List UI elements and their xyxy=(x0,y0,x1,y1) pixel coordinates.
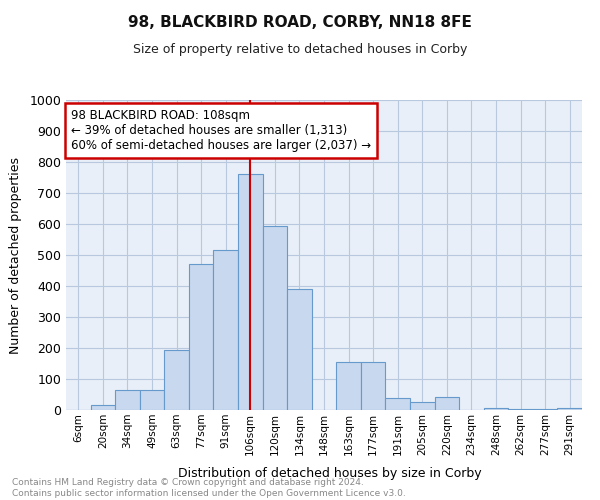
Bar xyxy=(91,406,115,410)
Bar xyxy=(410,402,434,410)
Bar xyxy=(484,408,508,410)
Bar xyxy=(238,174,263,410)
Bar xyxy=(214,250,238,410)
Bar xyxy=(164,350,189,410)
Bar xyxy=(385,398,410,410)
Text: 98, BLACKBIRD ROAD, CORBY, NN18 8FE: 98, BLACKBIRD ROAD, CORBY, NN18 8FE xyxy=(128,15,472,30)
Y-axis label: Number of detached properties: Number of detached properties xyxy=(10,156,22,354)
Bar xyxy=(263,226,287,410)
Bar xyxy=(361,362,385,410)
Bar xyxy=(189,264,214,410)
Bar xyxy=(287,289,312,410)
Bar xyxy=(115,390,140,410)
Bar xyxy=(336,362,361,410)
Bar xyxy=(434,397,459,410)
Bar xyxy=(557,408,582,410)
Text: Size of property relative to detached houses in Corby: Size of property relative to detached ho… xyxy=(133,42,467,56)
Text: Contains HM Land Registry data © Crown copyright and database right 2024.
Contai: Contains HM Land Registry data © Crown c… xyxy=(12,478,406,498)
Text: Distribution of detached houses by size in Corby: Distribution of detached houses by size … xyxy=(178,467,482,480)
Bar xyxy=(140,390,164,410)
Text: 98 BLACKBIRD ROAD: 108sqm
← 39% of detached houses are smaller (1,313)
60% of se: 98 BLACKBIRD ROAD: 108sqm ← 39% of detac… xyxy=(71,110,371,152)
